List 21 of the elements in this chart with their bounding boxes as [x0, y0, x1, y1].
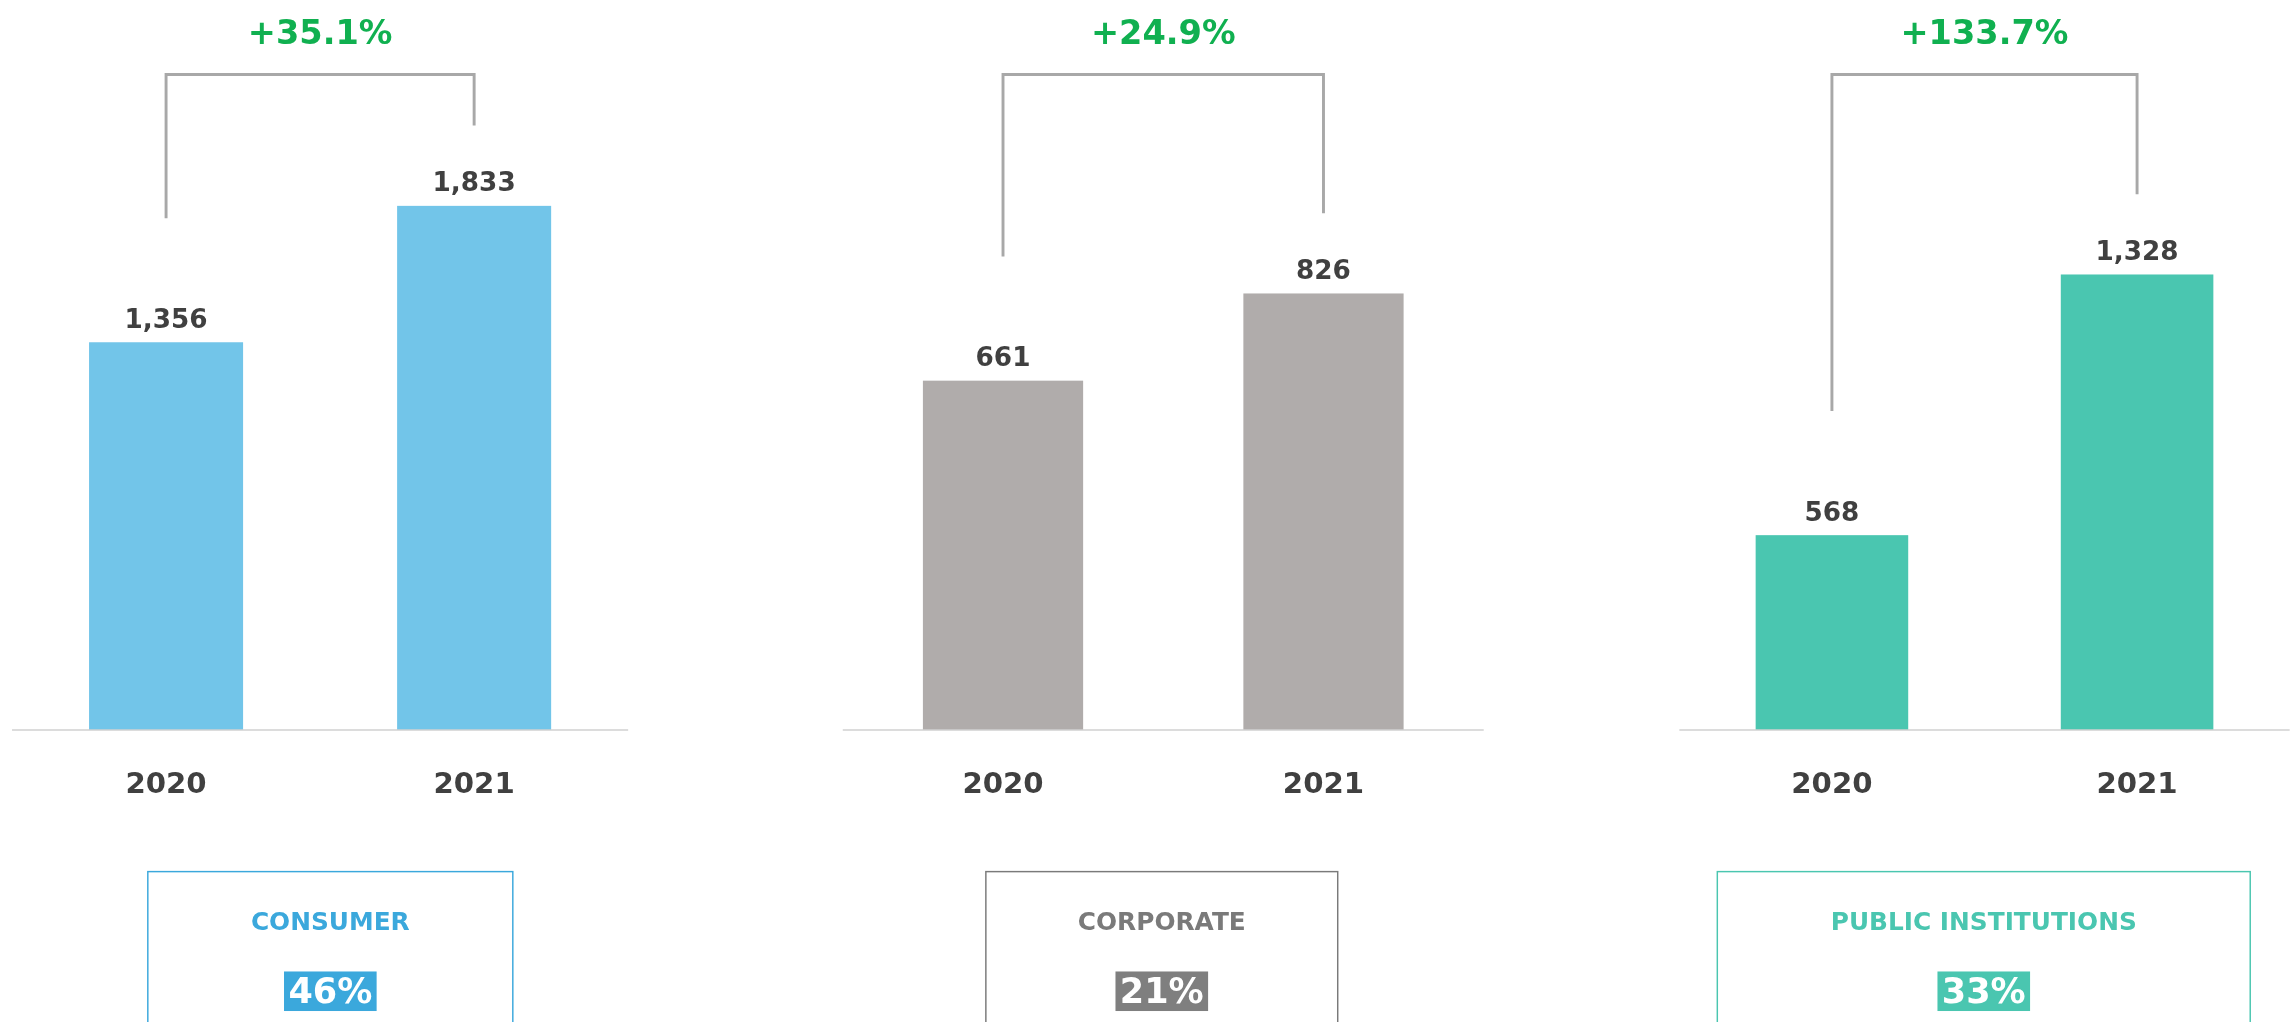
x-tick-label: 2020: [962, 765, 1044, 800]
x-tick-label: 2020: [1791, 765, 1873, 800]
x-tick-label: 2021: [433, 765, 515, 800]
text: 21%: [1119, 970, 1204, 1012]
data-label: 1,356: [124, 303, 208, 334]
text: 46%: [288, 970, 373, 1012]
text: PUBLIC INSTITUTIONS: [1830, 907, 2137, 937]
text: +24.9%: [1090, 12, 1236, 52]
text: +133.7%: [1900, 12, 2069, 52]
data-label: 568: [1804, 496, 1860, 527]
x-tick-label: 2020: [125, 765, 207, 800]
x-tick-label: 2021: [2096, 765, 2178, 800]
text: CONSUMER: [250, 907, 410, 937]
text: +35.1%: [247, 12, 393, 52]
text: CORPORATE: [1077, 907, 1246, 937]
data-label: 1,328: [2095, 235, 2179, 266]
data-label: 661: [975, 342, 1031, 373]
data-label: 826: [1296, 254, 1351, 285]
data-label: 1,833: [432, 167, 516, 198]
x-tick-label: 2021: [1282, 765, 1365, 800]
text: 33%: [1941, 970, 2026, 1012]
